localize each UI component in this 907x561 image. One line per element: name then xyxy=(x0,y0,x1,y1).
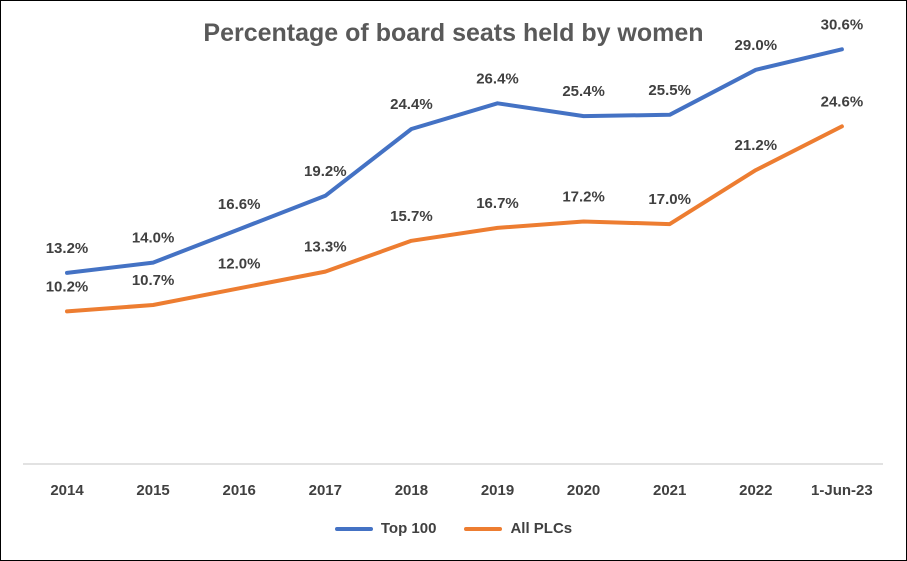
series-line-top-100 xyxy=(65,47,844,275)
x-tick-label: 2018 xyxy=(395,482,428,499)
legend-swatch-all-plcs xyxy=(464,526,503,531)
legend-label-top-100: Top 100 xyxy=(380,520,437,537)
line-chart: 13.2% 14.0% 16.6% 19.2% 24.4% 26.4% 25.4% 25.5%… xyxy=(23,16,883,499)
series-line-all-plcs xyxy=(65,124,844,314)
x-tick-label: 1-Jun-23 xyxy=(811,482,873,499)
data-label-top-100: 25.5% xyxy=(648,82,691,99)
x-tick-label: 2017 xyxy=(309,482,342,499)
data-label-top-100: 25.4% xyxy=(562,83,605,100)
data-label-all-plcs: 10.2% xyxy=(46,278,89,295)
x-tick-label: 2019 xyxy=(481,482,514,499)
data-label-all-plcs: 10.7% xyxy=(132,272,175,289)
x-tick-label: 2014 xyxy=(50,482,84,499)
data-label-all-plcs: 21.2% xyxy=(735,137,778,154)
data-label-top-100: 24.4% xyxy=(390,96,433,113)
data-label-top-100: 13.2% xyxy=(46,240,89,257)
legend-item-top-100: Top 100 xyxy=(334,520,437,537)
data-label-all-plcs: 17.0% xyxy=(648,191,691,208)
x-tick-labels: 2014 2015 2016 2017 2018 2019 2020 2021 2022 1-Ju… xyxy=(50,482,872,499)
x-tick-label: 2015 xyxy=(136,482,169,499)
data-label-all-plcs: 17.2% xyxy=(562,188,605,205)
legend-label-all-plcs: All PLCs xyxy=(510,520,573,537)
data-label-top-100: 14.0% xyxy=(132,230,175,247)
x-tick-label: 2021 xyxy=(653,482,686,499)
legend-item-all-plcs: All PLCs xyxy=(464,520,572,537)
data-labels: 13.2% 14.0% 16.6% 19.2% 24.4% 26.4% 25.4% 25.5%… xyxy=(46,16,863,295)
series-lines xyxy=(65,47,844,314)
x-tick-label: 2022 xyxy=(739,482,772,499)
legend-swatch-top-100 xyxy=(334,526,373,531)
data-label-all-plcs: 24.6% xyxy=(821,93,864,110)
data-label-all-plcs: 13.3% xyxy=(304,239,347,256)
data-label-top-100: 19.2% xyxy=(304,163,347,180)
chart-title: Percentage of board seats held by women xyxy=(203,19,704,47)
data-label-top-100: 16.6% xyxy=(218,196,261,213)
data-label-all-plcs: 16.7% xyxy=(476,195,519,212)
data-label-all-plcs: 12.0% xyxy=(218,255,261,272)
data-label-top-100: 26.4% xyxy=(476,70,519,87)
legend: Top 100 All PLCs xyxy=(1,520,906,537)
x-tick-label: 2016 xyxy=(223,482,256,499)
data-label-all-plcs: 15.7% xyxy=(390,208,433,225)
data-label-top-100: 29.0% xyxy=(735,37,778,54)
x-tick-label: 2020 xyxy=(567,482,600,499)
data-label-top-100: 30.6% xyxy=(821,16,864,33)
